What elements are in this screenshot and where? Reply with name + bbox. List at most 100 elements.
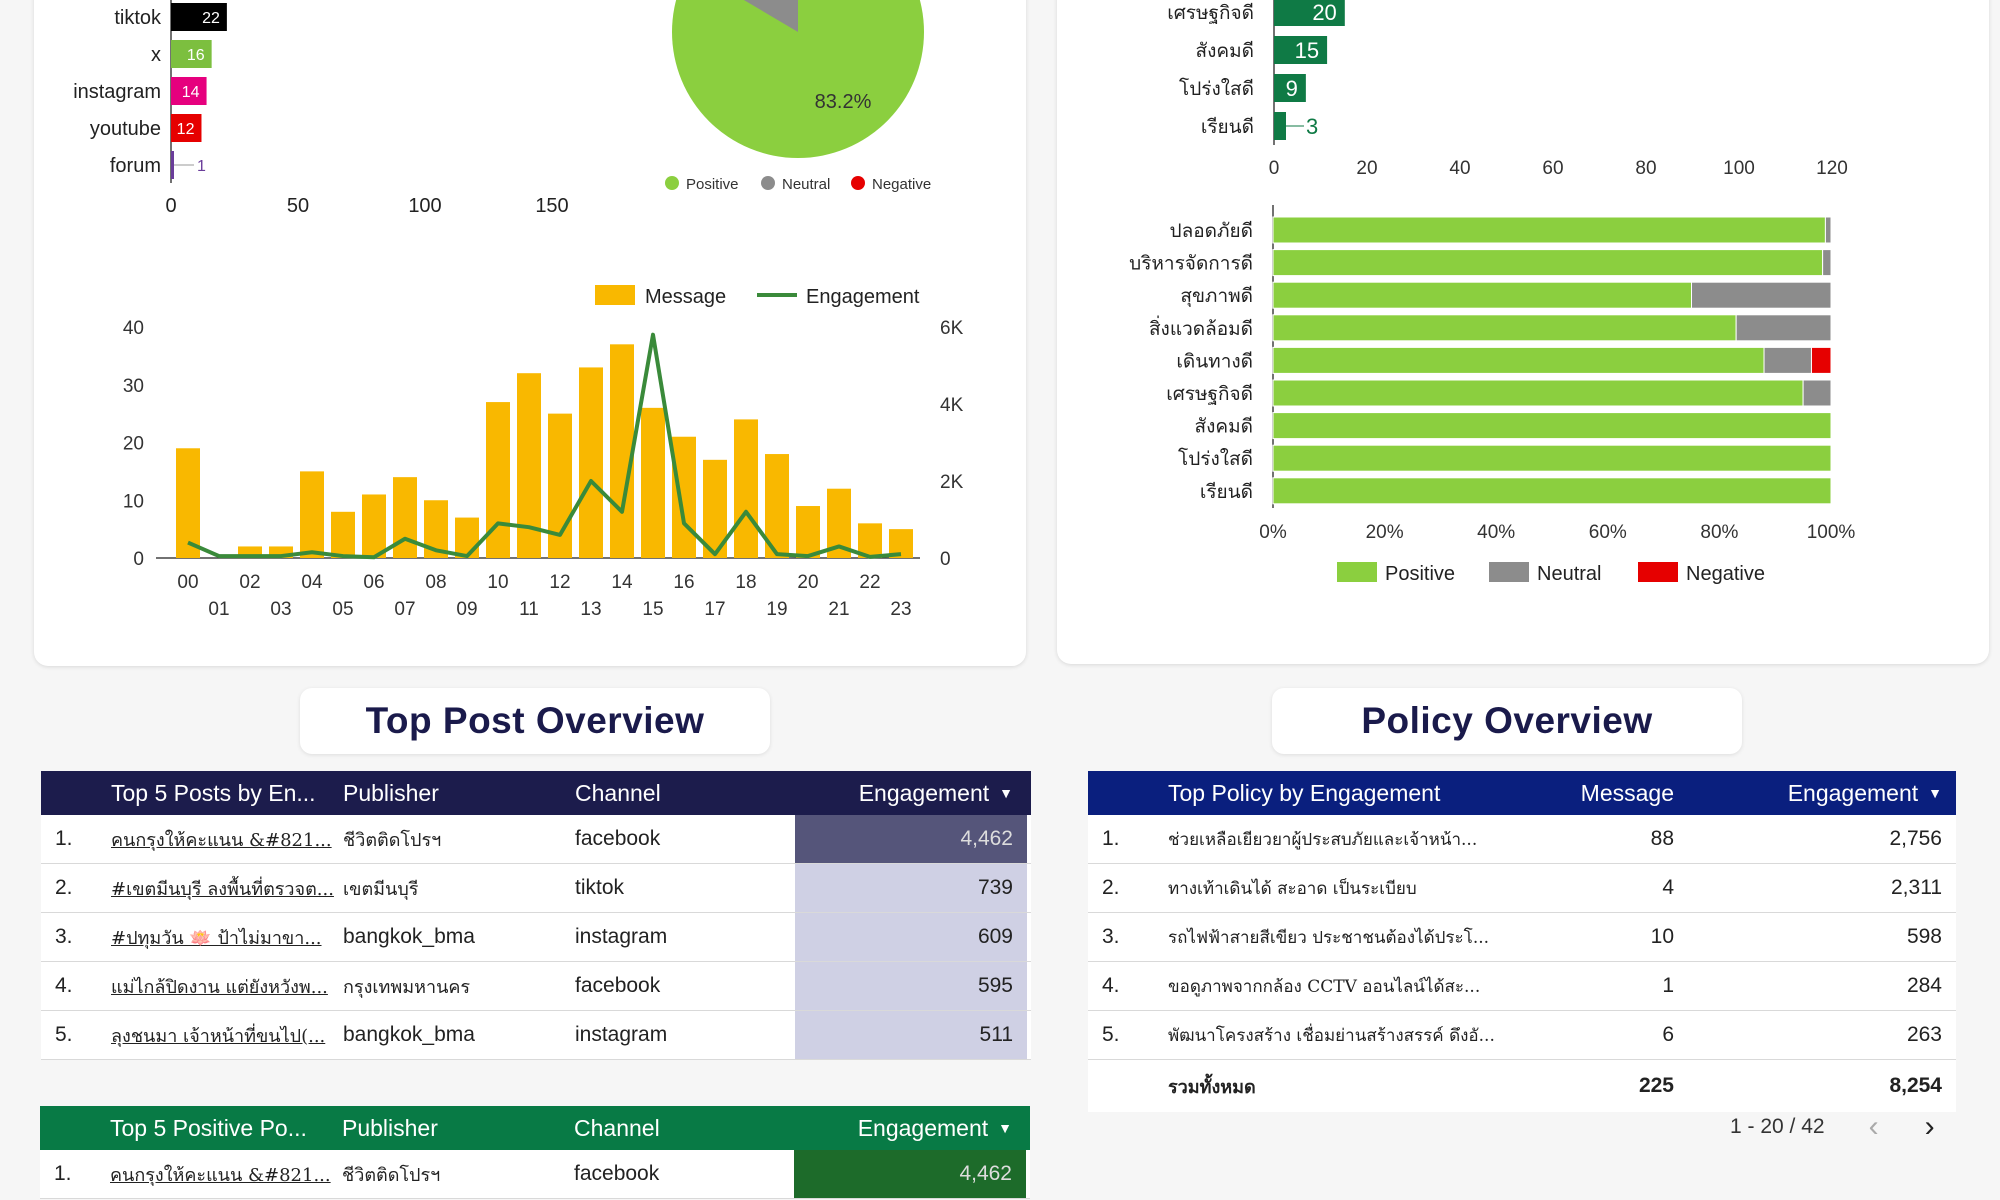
- stacked-legend-swatch: [1337, 562, 1377, 582]
- hour-label-even: 22: [859, 572, 880, 593]
- right-y-tick: 0: [940, 549, 951, 570]
- table-row[interactable]: 1. คนกรุงให้คะแนน &#821... ชีวิตติดโปรฯ fac…: [41, 815, 1031, 864]
- pagination-range: 1 - 20 / 42: [1730, 1115, 1825, 1138]
- stacked-x-tick: 0%: [1259, 522, 1287, 543]
- hour-label-even: 08: [425, 572, 446, 593]
- pie-slice-positive: [672, 0, 924, 158]
- channel-value-label: 12: [177, 121, 195, 138]
- channel-label: instagram: [73, 81, 161, 103]
- top-positive-body: 1. คนกรุงให้คะแนน &#821... ชีวิตติดโปรฯ fac…: [40, 1150, 1030, 1199]
- table-row[interactable]: 2. ทางเท้าเดินได้ สะอาด เป็นระเบียบ 4 2,311: [1088, 864, 1956, 913]
- stacked-legend-swatch: [1489, 562, 1529, 582]
- stacked-category-label: ปลอดภัยดี: [1170, 220, 1253, 242]
- hour-label-odd: 23: [890, 599, 911, 620]
- policy-title-cell: ขอดูภาพจากกล้อง CCTV ออนไลน์ได้สะ...: [1168, 976, 1481, 997]
- channel-label: forum: [110, 155, 161, 177]
- post-title-link[interactable]: คนกรุงให้คะแนน &#821...: [111, 829, 332, 851]
- table-row[interactable]: 1. คนกรุงให้คะแนน &#821... ชีวิตติดโปรฯ fac…: [40, 1150, 1030, 1199]
- stacked-x-tick: 100%: [1807, 522, 1856, 543]
- engagement-cell: 511: [795, 1011, 1027, 1059]
- message-cell: 10: [1650, 925, 1674, 948]
- header-channel[interactable]: Channel: [575, 779, 661, 806]
- hour-label-even: 18: [735, 572, 756, 593]
- stacked-legend-label: Negative: [1686, 563, 1765, 585]
- policy-bar-x-tick: 40: [1449, 158, 1470, 179]
- table-row[interactable]: 4. แม่ไกล้ปิดงาน แต่ยังหวังพ... กรุงเทพมหา…: [41, 962, 1031, 1011]
- table-row[interactable]: 3. #ปทุมวัน 🪷 ป้าไม่มาขา... bangkok_bma ins…: [41, 913, 1031, 962]
- channel-cell: instagram: [575, 925, 668, 948]
- stacked-segment-positive: [1272, 412, 1832, 440]
- message-bar: [269, 546, 293, 558]
- header-title[interactable]: Top 5 Posts by En...: [111, 779, 316, 806]
- publisher-cell: ชีวิตติดโปรฯ: [343, 829, 442, 851]
- stacked-category-label: เรียนดี: [1200, 481, 1253, 503]
- hour-label-odd: 13: [580, 599, 601, 620]
- post-title-link[interactable]: #เขตมีนบุรี ลงพื้นที่ตรวจต...: [111, 878, 334, 900]
- hour-label-even: 10: [487, 572, 508, 593]
- message-cell: 88: [1650, 827, 1674, 850]
- table-row[interactable]: 4. ขอดูภาพจากกล้อง CCTV ออนไลน์ได้สะ... 1 2…: [1088, 962, 1956, 1011]
- previous-page-icon[interactable]: ‹: [1868, 1110, 1879, 1143]
- post-title-link[interactable]: คนกรุงให้คะแนน &#821...: [110, 1164, 331, 1186]
- stacked-category-label: เศรษฐกิจดี: [1166, 383, 1253, 405]
- post-title-link[interactable]: ลุงชนมา เจ้าหน้าที่ขนไป(...: [111, 1025, 326, 1047]
- next-page-icon[interactable]: ›: [1924, 1110, 1935, 1143]
- header-publisher[interactable]: Publisher: [343, 779, 439, 806]
- left-y-tick: 20: [123, 434, 144, 455]
- right-y-tick: 6K: [940, 318, 964, 339]
- engagement-cell: 2,756: [1889, 827, 1942, 850]
- table-row[interactable]: 5. ลุงชนมา เจ้าหน้าที่ขนไป(... bangkok_bma…: [41, 1011, 1031, 1060]
- post-title-link[interactable]: แม่ไกล้ปิดงาน แต่ยังหวังพ...: [111, 976, 328, 998]
- header-engagement-sort[interactable]: Engagement ▼: [795, 771, 1027, 815]
- table-row[interactable]: 1. ช่วยเหลือเยียวยาผู้ประสบภัยและเจ้าหน้า…: [1088, 815, 1956, 864]
- channel-value-label: 16: [187, 47, 205, 64]
- row-index: 1.: [55, 827, 73, 850]
- sort-desc-icon: ▼: [998, 1120, 1012, 1136]
- hour-label-even: 06: [363, 572, 384, 593]
- stacked-segment-neutral: [1735, 314, 1832, 342]
- publisher-cell: เขตมีนบุรี: [343, 878, 419, 900]
- table-row[interactable]: 3. รถไฟฟ้าสายสีเขียว ประชาชนต้องได้ประโ..…: [1088, 913, 1956, 962]
- stacked-category-label: สิ่งแวดล้อมดี: [1149, 315, 1253, 340]
- stacked-segment-positive: [1272, 444, 1832, 472]
- hour-label-odd: 15: [642, 599, 663, 620]
- policy-stacked-chart: ปลอดภัยดีบริหารจัดการดีสุขภาพดีสิ่งแวดล้…: [1129, 205, 1856, 585]
- publisher-cell: กรุงเทพมหานคร: [343, 976, 471, 998]
- message-bar: [362, 494, 386, 558]
- publisher-cell: ชีวิตติดโปรฯ: [342, 1164, 441, 1186]
- header-engagement-sort[interactable]: Engagement ▼: [1688, 771, 1956, 815]
- row-index: 2.: [55, 876, 73, 899]
- right-y-tick: 2K: [940, 472, 964, 493]
- message-bar: [796, 506, 820, 558]
- policy-bar-value: 15: [1295, 38, 1319, 63]
- header-policy[interactable]: Top Policy by Engagement: [1168, 779, 1441, 806]
- legend-message-label: Message: [645, 286, 726, 308]
- top-posts-header: Top 5 Posts by En... Publisher Channel E…: [41, 771, 1031, 815]
- table-row[interactable]: 5. พัฒนาโครงสร้าง เชื่อมย่านสร้างสรรค์ ดึ…: [1088, 1011, 1956, 1060]
- hour-label-odd: 21: [828, 599, 849, 620]
- header-engagement-sort[interactable]: Engagement ▼: [794, 1106, 1026, 1150]
- header-title[interactable]: Top 5 Positive Po...: [110, 1114, 307, 1141]
- left-y-tick: 10: [123, 491, 144, 512]
- stacked-segment-positive: [1272, 477, 1832, 505]
- channel-bar: [171, 40, 212, 68]
- message-bar: [641, 407, 665, 558]
- stacked-x-tick: 80%: [1700, 522, 1738, 543]
- table-row[interactable]: 2. #เขตมีนบุรี ลงพื้นที่ตรวจต... เขตมีนบุร…: [41, 864, 1031, 913]
- header-message[interactable]: Message: [1580, 779, 1674, 806]
- policy-overview-title: Policy Overview: [1272, 688, 1742, 754]
- hour-label-odd: 05: [332, 599, 353, 620]
- channel-bar: [171, 114, 202, 142]
- header-publisher[interactable]: Publisher: [342, 1114, 438, 1141]
- message-bar: [610, 344, 634, 558]
- header-channel[interactable]: Channel: [574, 1114, 660, 1141]
- message-bar: [331, 511, 355, 558]
- pie-legend-label: Negative: [872, 176, 931, 193]
- channel-bar: [171, 77, 207, 105]
- message-bar: [579, 367, 603, 558]
- post-title-link[interactable]: #ปทุมวัน 🪷 ป้าไม่มาขา...: [111, 927, 322, 949]
- stacked-legend-label: Neutral: [1537, 563, 1601, 585]
- engagement-line: [187, 332, 902, 560]
- row-index: 1.: [54, 1162, 72, 1185]
